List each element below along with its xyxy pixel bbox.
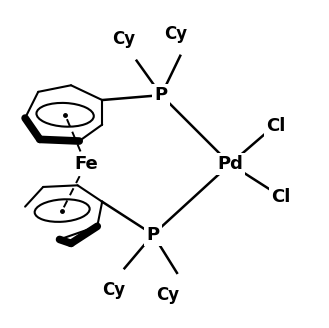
Text: P: P [155,86,168,104]
Text: Fe: Fe [74,155,98,173]
Text: Cy: Cy [156,286,179,303]
Text: Cl: Cl [271,188,291,206]
Text: Pd: Pd [217,155,243,173]
Text: Cl: Cl [266,117,286,135]
Text: P: P [146,226,160,243]
Text: Cy: Cy [112,31,135,48]
Text: Cy: Cy [164,26,188,43]
Text: Cy: Cy [102,281,125,299]
